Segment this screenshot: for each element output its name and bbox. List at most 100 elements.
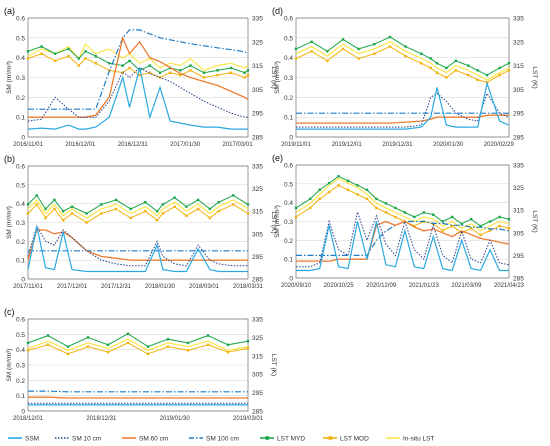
y2-axis-label: LST (K) [270, 354, 277, 376]
legend-label: SM 10 cm [72, 436, 101, 443]
data-point-lst_mod [179, 73, 182, 77]
series-line-lst_mod [295, 46, 510, 83]
data-point-lst_mod [460, 231, 463, 234]
data-point-lst_mod [498, 73, 501, 77]
data-point-lst_mod [84, 57, 87, 60]
legend-item-sm60: SM 60 cm [122, 436, 168, 443]
data-point-lst_myd [128, 59, 131, 63]
x-tick-label: 2017/12/31 [101, 284, 132, 290]
data-point-lst_mod [246, 347, 250, 350]
data-point-lst_mod [479, 233, 482, 237]
data-point-lst_mod [454, 69, 457, 72]
y-axis-label: SM (m³/m³) [274, 205, 281, 238]
y2-tick-label: 335 [252, 164, 263, 171]
y2-tick-label: 305 [513, 230, 524, 237]
data-point-lst_myd [310, 40, 313, 43]
panel-b: 0 0.1 0.2 0.3 0.4 0.5 0.6 285 295 305 315 325 335 201… [4, 154, 277, 290]
y-tick-label: 0.4 [16, 201, 25, 208]
data-point-lst_myd [318, 188, 321, 192]
data-point-lst_myd [26, 203, 30, 206]
data-point-lst_myd [404, 45, 407, 48]
legend-marker [265, 436, 270, 440]
data-point-lst_mod [67, 54, 70, 58]
data-point-lst_myd [46, 334, 50, 337]
y-tick-label: 0.5 [16, 182, 25, 189]
data-point-lst_mod [202, 76, 206, 79]
data-point-lst_myd [158, 71, 162, 74]
data-point-lst_myd [422, 211, 425, 214]
data-point-lst_myd [40, 45, 43, 48]
data-point-lst_myd [216, 69, 219, 72]
data-point-lst_myd [460, 222, 463, 225]
data-point-lst_mod [186, 349, 190, 352]
data-point-lst_mod [445, 76, 448, 79]
panel-label: (e) [272, 153, 283, 163]
data-point-lst_myd [114, 198, 118, 202]
data-point-lst_mod [173, 205, 176, 208]
y-tick-label: 0.5 [16, 332, 25, 339]
data-point-lst_mod [420, 62, 423, 65]
data-point-lst_mod [226, 350, 230, 354]
x-tick-label: 2017/11/01 [13, 284, 43, 290]
y-tick-label: 0.5 [284, 181, 293, 188]
y2-tick-label: 335 [252, 317, 263, 324]
legend-label: In-situ LST [403, 436, 434, 443]
data-point-lst_myd [243, 71, 246, 74]
data-point-lst_mod [469, 227, 473, 230]
data-point-lst_mod [114, 207, 118, 211]
data-point-lst_myd [451, 215, 454, 219]
data-point-lst_mod [498, 224, 501, 228]
y2-tick-label: 325 [252, 335, 263, 342]
data-point-lst_mod [429, 66, 432, 70]
y-tick-label: 0.6 [284, 16, 293, 23]
x-tick-label: 2020/12/09 [366, 283, 397, 289]
panel-d: 0 0.1 0.2 0.3 0.4 0.5 0.6 285 295 305 315 325 335 201… [272, 6, 538, 148]
data-point-lst_mod [148, 71, 152, 74]
data-point-lst_myd [126, 332, 130, 335]
legend-item-sm100: SM 100 cm [189, 436, 239, 443]
series-line-sm60 [27, 229, 248, 261]
data-point-lst_mod [53, 59, 57, 63]
data-point-lst_mod [77, 64, 80, 67]
data-point-lst_myd [62, 210, 65, 213]
data-point-lst_myd [429, 57, 432, 60]
data-point-lst_myd [232, 194, 235, 197]
data-point-lst_myd [166, 338, 170, 341]
x-tick-label: 2018/12/31 [86, 416, 117, 422]
y2-tick-label: 285 [252, 135, 263, 142]
y-axis-label: SM (m³/m³) [274, 61, 281, 94]
data-point-lst_myd [121, 64, 124, 67]
data-point-lst_myd [498, 215, 501, 219]
series-line-sm60 [28, 396, 248, 399]
data-point-lst_myd [403, 211, 407, 214]
data-point-lst_mod [507, 69, 511, 72]
data-point-lst_myd [337, 175, 340, 178]
series-line-ssm [296, 221, 509, 272]
data-point-lst_myd [26, 341, 30, 345]
data-point-lst_mod [70, 212, 74, 215]
data-point-lst_mod [85, 221, 88, 224]
y-tick-label: 0 [289, 276, 293, 283]
series-line-insitu [27, 338, 249, 351]
data-point-lst_mod [168, 71, 172, 74]
y-tick-label: 0.1 [284, 257, 293, 264]
legend-label: SSM [25, 436, 39, 443]
y2-tick-label: 335 [513, 16, 524, 23]
data-point-lst_mod [337, 184, 340, 187]
data-point-lst_myd [467, 64, 470, 67]
data-point-lst_myd [435, 62, 439, 65]
data-point-lst_myd [294, 47, 298, 51]
plot-frame [295, 164, 510, 279]
y-tick-label: 0.6 [16, 317, 25, 324]
x-tick-label: 2020/10/25 [324, 283, 355, 289]
data-point-lst_myd [326, 50, 329, 53]
y2-axis-label: LST (K) [270, 66, 277, 88]
y2-tick-label: 325 [252, 39, 263, 46]
y-tick-label: 0.3 [16, 363, 25, 370]
series-line-ssm [27, 67, 248, 130]
data-point-lst_myd [148, 64, 152, 67]
y2-tick-label: 295 [252, 254, 263, 261]
data-point-lst_myd [327, 181, 331, 185]
x-tick-label: 2019/12/31 [382, 142, 413, 148]
